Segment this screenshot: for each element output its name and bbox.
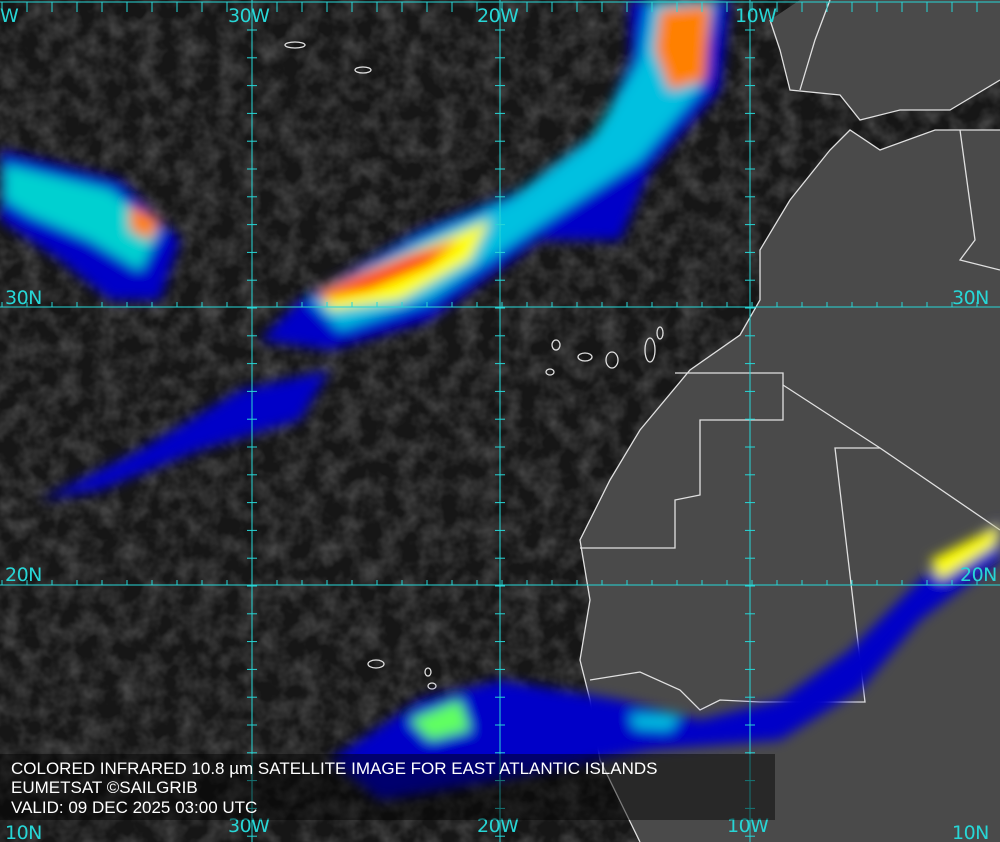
grid-ticks — [1, 2, 978, 837]
top-label-30w: 30W — [228, 5, 270, 27]
left-label-30n: 30N — [5, 287, 42, 309]
bottom-label-10w: 10W — [727, 815, 769, 837]
bottom-label-30w: 30W — [228, 815, 270, 837]
left-label-20n: 20N — [5, 564, 42, 586]
caption-box: COLORED INFRARED 10.8 µm SATELLITE IMAGE… — [0, 754, 775, 820]
bottom-label-10n-right: 10N — [952, 822, 989, 842]
coastlines — [579, 0, 1000, 842]
iberia-land — [770, 0, 1000, 120]
top-label-10w: 10W — [735, 5, 777, 27]
right-label-20n: 20N — [960, 564, 997, 586]
caption-source: EUMETSAT ©SAILGRIB — [11, 778, 198, 797]
convective-clouds — [0, 0, 1000, 800]
right-label-30n: 30N — [952, 287, 989, 309]
africa-land — [580, 130, 1000, 842]
caption-title: COLORED INFRARED 10.8 µm SATELLITE IMAGE… — [11, 759, 658, 778]
bottom-label-20w: 20W — [477, 815, 519, 837]
bottom-label-10n-left: 10N — [5, 822, 42, 842]
islands — [284, 41, 664, 690]
top-label-40w: W — [0, 5, 19, 27]
caption-valid-time: VALID: 09 DEC 2025 03:00 UTC — [11, 798, 258, 817]
top-label-20w: 20W — [477, 5, 519, 27]
